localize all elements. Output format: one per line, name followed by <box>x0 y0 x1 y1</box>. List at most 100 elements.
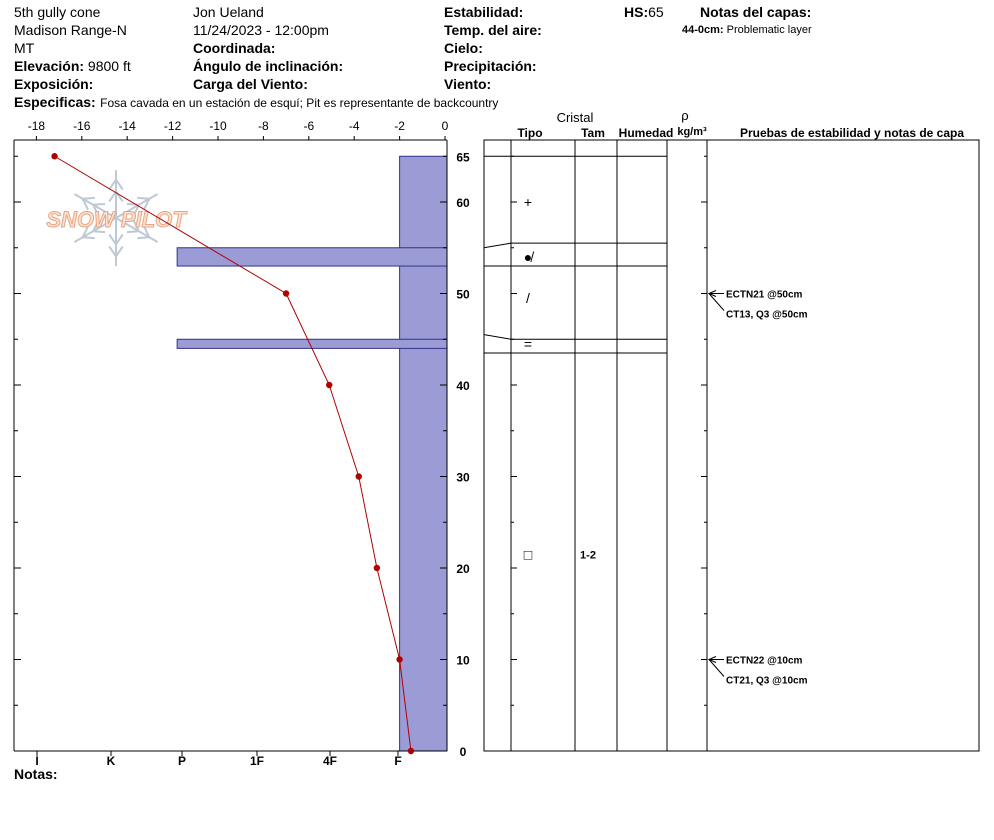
wind-label: Viento: <box>444 76 492 92</box>
specifics-text: Fosa cavada en un estación de esquí; Pit… <box>100 96 499 110</box>
observer-name: Jon Ueland <box>193 4 264 20</box>
air-temp-label: Temp. del aire: <box>444 22 542 38</box>
hardness-tick-label: I <box>35 754 38 768</box>
flake-branch <box>143 198 151 211</box>
flake-branch <box>108 179 117 191</box>
hs-label: HS: <box>624 4 649 20</box>
sky-label: Cielo: <box>444 40 483 56</box>
crystal-header: Cristal <box>557 110 594 125</box>
depth-tick-label: 20 <box>456 562 470 576</box>
flake-branch <box>92 219 100 232</box>
flake-branch <box>81 198 89 211</box>
flake-branch <box>82 236 95 240</box>
flake-branch <box>108 191 117 203</box>
chart-axes: -18 -16 -14 -12 -10 -8 -6 -4 -2 0 0 10 20 30 40 50 60 65 I… <box>13 119 470 768</box>
depth-tick-label: 65 <box>456 150 470 164</box>
stability-label: Estabilidad: <box>444 4 524 20</box>
depth-tick-label: 50 <box>456 288 470 302</box>
type-header: Tipo <box>517 126 542 140</box>
coord-label: Coordinada: <box>193 40 276 56</box>
notes-label: Notas: <box>14 766 58 782</box>
crystal-symbol: = <box>524 336 532 352</box>
location-name: 5th gully cone <box>14 4 101 20</box>
hardness-bar <box>399 155 448 752</box>
density-header: kg/m³ <box>677 126 707 138</box>
test-label: ECTN22 @10cm <box>726 656 803 667</box>
flake-branch <box>108 233 117 245</box>
hardness-profile <box>176 155 448 752</box>
flake-arm <box>73 217 117 243</box>
temp-tick-label: -8 <box>258 119 269 133</box>
flake-branch <box>132 204 140 217</box>
slope-label: Ángulo de inclinación: <box>193 58 344 74</box>
flake-branch <box>137 236 150 240</box>
flake-branch <box>92 204 100 217</box>
hardness-tick-label: F <box>394 754 401 768</box>
precip-label: Precipitación: <box>444 58 537 74</box>
flake-arm <box>73 193 117 219</box>
range-name: Madison Range-N <box>14 22 127 38</box>
flake-branch <box>93 230 106 234</box>
flake-branch <box>108 245 117 257</box>
table-frame <box>483 139 980 752</box>
crystal-symbol: □ <box>524 546 533 562</box>
layer-boundary <box>483 242 667 249</box>
temperature-point <box>326 381 333 389</box>
flake-branch <box>115 233 124 245</box>
crystal-size: 1-2 <box>580 549 596 561</box>
flake-branch <box>115 179 124 191</box>
temp-tick-label: -4 <box>349 119 360 133</box>
snow-height: HS:65 <box>624 5 664 19</box>
crystal-symbol: / <box>526 290 530 306</box>
hardness-bar <box>176 247 448 267</box>
flake-branch <box>137 196 150 200</box>
layer-table: Cristal Tipo Tam Humedad ρ kg/m³ Pruebas… <box>483 108 980 752</box>
temperature-point <box>373 564 381 572</box>
temp-tick-label: 0 <box>442 119 449 133</box>
hardness-tick-label: P <box>178 754 186 768</box>
depth-tick-label: 60 <box>456 196 470 210</box>
temp-tick-label: -18 <box>28 119 46 133</box>
flake-branch <box>132 219 140 232</box>
test-arrow-2 <box>708 293 725 311</box>
temp-tick-label: -12 <box>164 119 182 133</box>
test-label: CT21, Q3 @10cm <box>726 676 808 687</box>
moisture-header: Humedad <box>619 126 674 140</box>
size-header: Tam <box>581 126 605 140</box>
hardness-bar <box>176 338 448 349</box>
temperature-point <box>282 290 290 297</box>
temperature-point <box>355 473 362 480</box>
snowflake-icon <box>73 170 159 266</box>
flake-branch <box>143 225 151 238</box>
flake-branch <box>82 196 95 200</box>
test-label: ECTN21 @50cm <box>726 290 803 301</box>
temp-tick-label: -2 <box>394 119 405 133</box>
temperature-point <box>407 747 415 755</box>
test-arrow-2 <box>708 659 725 677</box>
temp-tick-label: -14 <box>119 119 137 133</box>
rho-header: ρ <box>681 108 688 123</box>
temp-tick-label: -16 <box>73 119 91 133</box>
elevation: Elevación: 9800 ft <box>14 59 131 73</box>
hardness-tick-label: K <box>107 754 116 768</box>
elevation-label: Elevación: <box>14 58 85 74</box>
observation-datetime: 11/24/2023 - 12:00pm <box>193 22 329 38</box>
snowpilot-watermark: SNOW PILOT <box>46 170 188 266</box>
flake-branch <box>115 245 124 257</box>
hardness-tick-label: 1F <box>250 754 264 768</box>
exposure-label: Exposición: <box>14 76 94 92</box>
flake-branch <box>81 225 89 238</box>
tests-header: Pruebas de estabilidad y notas de capa <box>740 126 964 140</box>
crystal-symbol: ●̸ <box>524 249 534 265</box>
flake-arm <box>115 193 159 219</box>
specifics: Especificas: Fosa cavada en un estación … <box>14 95 498 111</box>
hardness-tick-label: 4F <box>323 754 337 768</box>
specifics-label: Especificas: <box>14 94 96 110</box>
temperature-point <box>396 656 403 663</box>
wind-load-label: Carga del Viento: <box>193 76 308 92</box>
test-label: CT13, Q3 @50cm <box>726 310 808 321</box>
flake-branch <box>93 202 106 206</box>
layer-note-range: 44-0cm: <box>682 24 724 36</box>
temperature-profile <box>51 153 415 755</box>
